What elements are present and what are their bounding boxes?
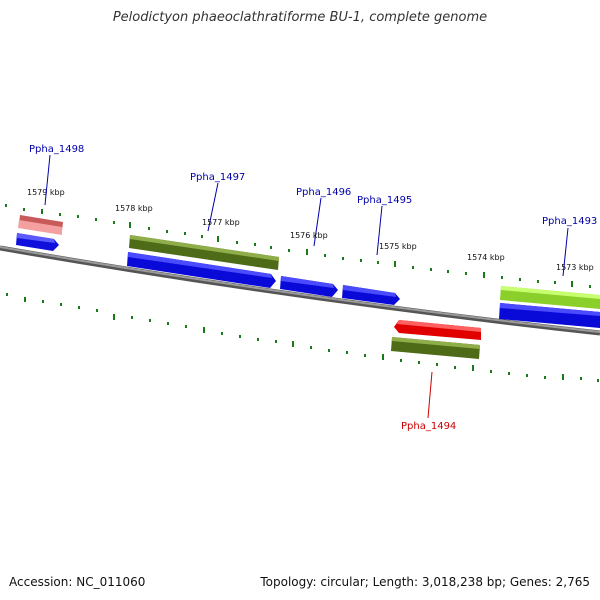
tick-label-1575: 1575 kbp: [379, 242, 417, 251]
tick-label-1573: 1573 kbp: [556, 263, 594, 272]
genome-title: Pelodictyon phaeoclathratiforme BU-1, co…: [112, 10, 488, 25]
lower-tick-ring: [6, 293, 599, 382]
gene-ppha-1497[interactable]: [127, 235, 279, 288]
gene-label-ppha-1497[interactable]: Ppha_1497: [190, 172, 245, 183]
tick-label-1574: 1574 kbp: [467, 253, 505, 262]
gene-label-ppha-1495[interactable]: Ppha_1495: [357, 195, 412, 206]
label-leaders: [44, 154, 569, 419]
accession-text: Accession: NC_011060: [9, 575, 146, 589]
gene-ppha-1496[interactable]: [280, 276, 338, 297]
tick-label-1578: 1578 kbp: [115, 204, 153, 213]
gene-label-ppha-1494[interactable]: Ppha_1494: [401, 421, 456, 432]
gene-label-ppha-1498[interactable]: Ppha_1498: [29, 144, 84, 155]
tick-label-1576: 1576 kbp: [290, 231, 328, 240]
backbone-line: [0, 246, 600, 333]
gene-label-ppha-1493[interactable]: Ppha_1493: [542, 216, 597, 227]
gene-ppha-1494[interactable]: [391, 320, 481, 359]
gene-label-ppha-1496[interactable]: Ppha_1496: [296, 187, 351, 198]
gene-ppha-1498[interactable]: [16, 215, 63, 251]
gene-ppha-1493[interactable]: [499, 286, 600, 328]
gene-ppha-1495[interactable]: [342, 285, 400, 305]
genome-summary-text: Topology: circular; Length: 3,018,238 bp…: [260, 575, 590, 589]
tick-label-1577: 1577 kbp: [202, 218, 240, 227]
upper-tick-ring: [5, 204, 591, 288]
